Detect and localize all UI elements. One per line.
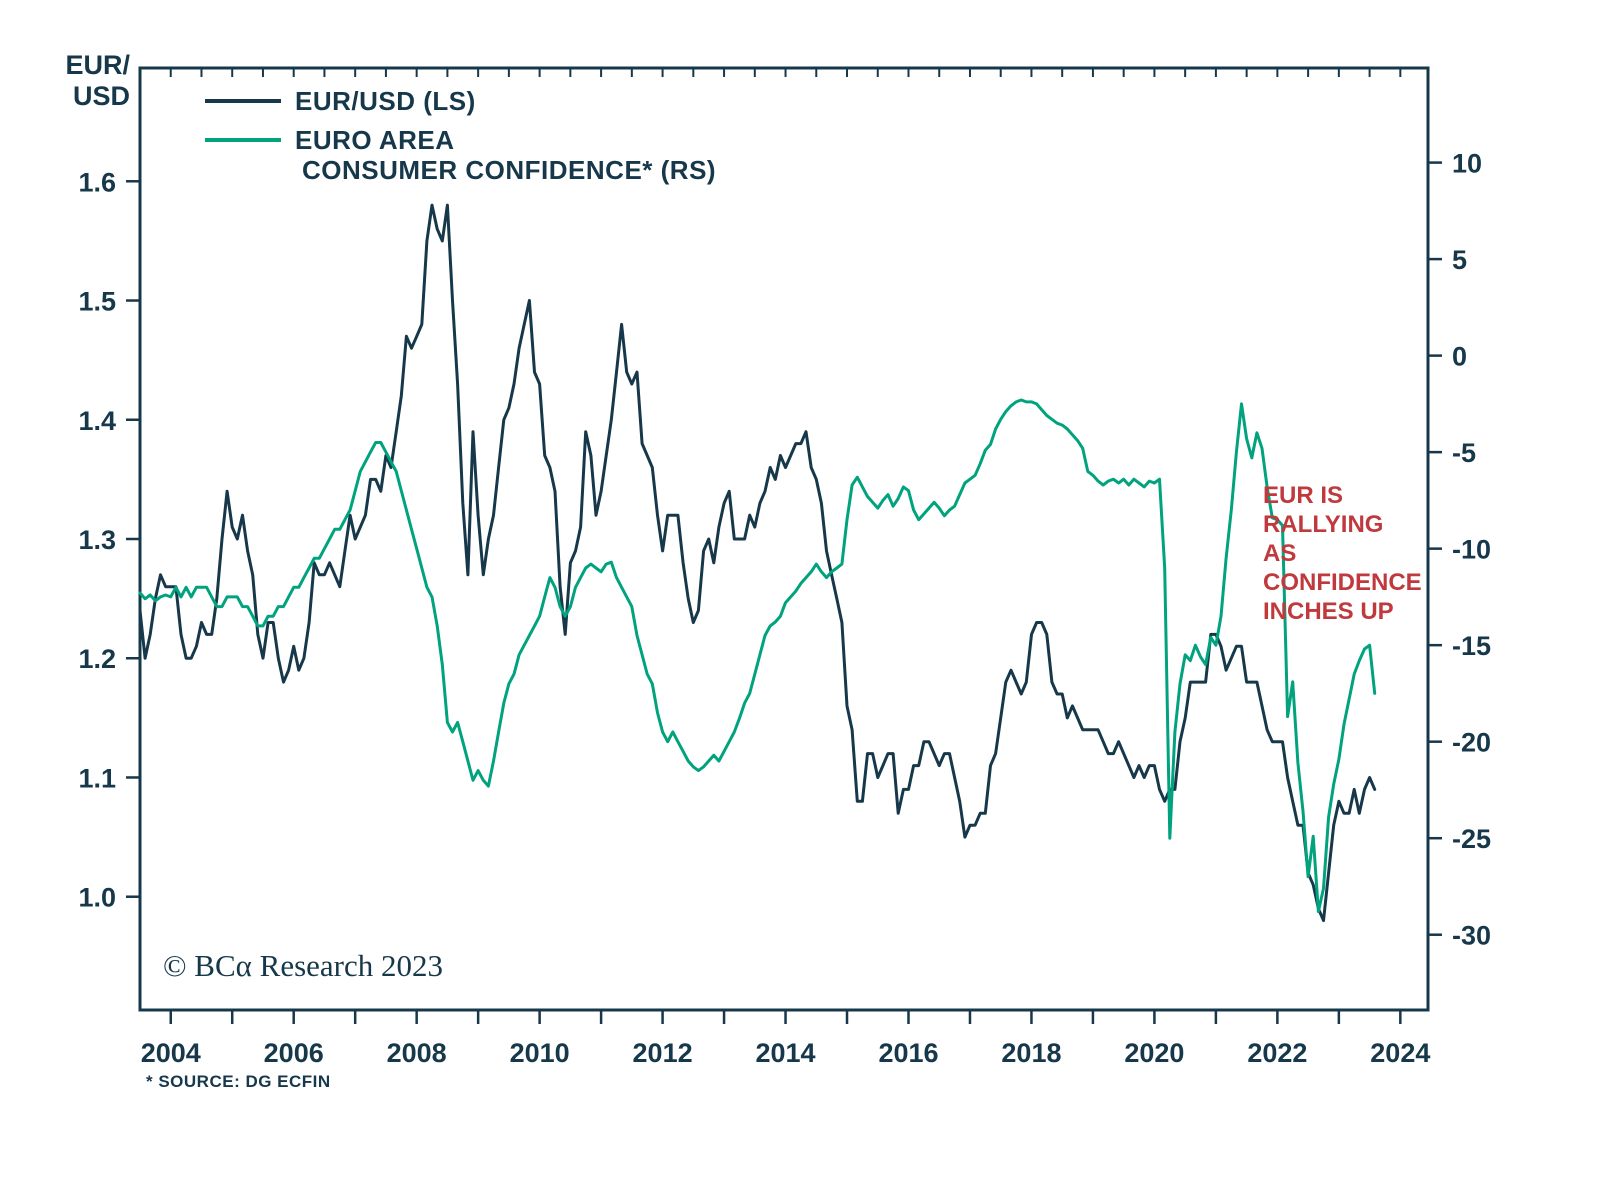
top-axis-ticks — [169, 68, 1402, 77]
eurusd-line-swatch — [205, 99, 281, 103]
tick-label: 1.4 — [78, 406, 116, 436]
tick-label: 2010 — [510, 1038, 570, 1068]
tick-label: 2016 — [878, 1038, 938, 1068]
right-axis: 10 5 0 -5 -10 -15 -20 -25 -30 — [1428, 149, 1491, 951]
tick-label: 1.1 — [78, 763, 116, 793]
x-axis: 2004 2006 2008 2010 2012 2014 2016 2018 2020 2022… — [141, 1010, 1430, 1068]
tick-label: 2022 — [1247, 1038, 1307, 1068]
tick-label: -15 — [1452, 631, 1491, 661]
tick-label: 2006 — [264, 1038, 324, 1068]
plot-border — [138, 66, 1430, 1012]
tick-label: 2024 — [1370, 1038, 1430, 1068]
confidence-line-swatch — [205, 138, 281, 142]
tick-label: 1.3 — [78, 525, 116, 555]
series-confidence-line — [138, 398, 1377, 914]
tick-label: 1.6 — [78, 167, 116, 197]
tick-label: 5 — [1452, 245, 1467, 275]
legend-item-consumer-confidence: EURO AREA CONSUMER CONFIDENCE* (RS) — [205, 125, 716, 185]
tick-label: -5 — [1452, 438, 1476, 468]
tick-label: 0 — [1452, 342, 1467, 372]
tick-label: 2008 — [387, 1038, 447, 1068]
tick-label: -30 — [1452, 921, 1491, 951]
tick-label: -25 — [1452, 824, 1491, 854]
tick-label: 2020 — [1124, 1038, 1184, 1068]
left-axis-title: EUR/ USD — [65, 50, 130, 111]
eurusd-legend-label: EUR/USD (LS) — [295, 86, 476, 116]
legend-item-eurusd: EUR/USD (LS) — [205, 86, 716, 116]
series-eurusd-line — [138, 203, 1377, 923]
tick-label: 1.5 — [78, 287, 116, 317]
tick-label: 2018 — [1001, 1038, 1061, 1068]
left-axis: 1.6 1.5 1.4 1.3 1.2 1.1 1.0 — [78, 167, 140, 913]
legend: EUR/USD (LS) EURO AREA CONSUMER CONFIDENC… — [205, 86, 716, 194]
annotation-eur-rallying: EUR IS RALLYING AS CONFIDENCE INCHES UP — [1263, 482, 1422, 625]
tick-label: 2012 — [633, 1038, 693, 1068]
confidence-legend-line2: CONSUMER CONFIDENCE* (RS) — [302, 155, 717, 185]
confidence-legend-line1: EURO AREA — [295, 125, 455, 155]
tick-label: -20 — [1452, 728, 1491, 758]
tick-label: 10 — [1452, 149, 1482, 179]
tick-label: -10 — [1452, 535, 1491, 565]
tick-label: 2004 — [141, 1038, 201, 1068]
copyright-bca-research: © BCα Research 2023 — [163, 948, 443, 983]
tick-label: 2014 — [755, 1038, 815, 1068]
tick-label: 1.2 — [78, 644, 116, 674]
tick-label: 1.0 — [78, 883, 116, 913]
confidence-legend-label: EURO AREA CONSUMER CONFIDENCE* (RS) — [295, 125, 716, 185]
source-footnote: * SOURCE: DG ECFIN — [146, 1072, 331, 1091]
